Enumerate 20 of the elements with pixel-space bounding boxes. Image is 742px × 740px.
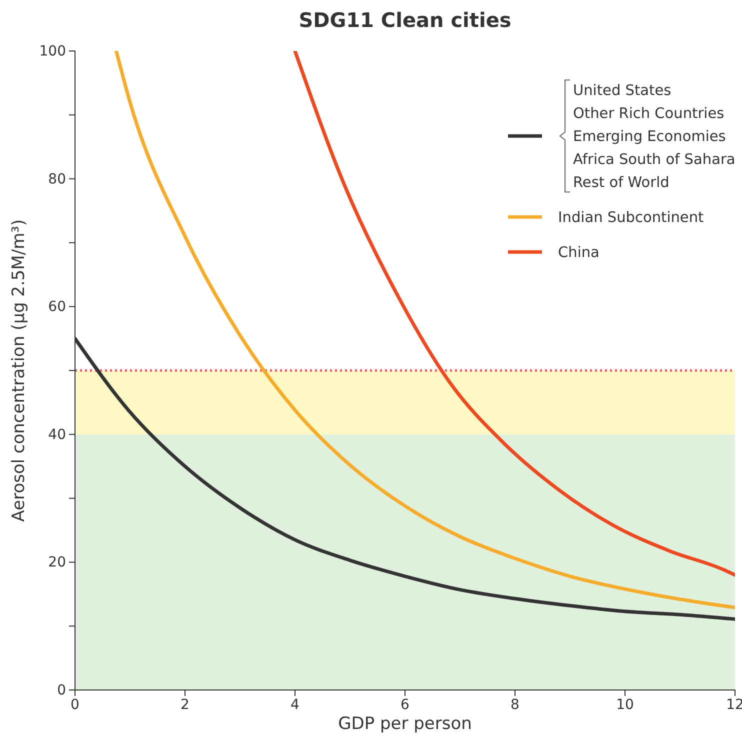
x-tick-label: 6 [400, 696, 410, 713]
x-axis-title: GDP per person [338, 714, 472, 734]
legend-label: Indian Subcontinent [558, 210, 704, 226]
legend-label: United States Other Rich Countries Emerging Economies Africa South of Sahara Rest of World [573, 83, 736, 191]
x-tick-label: 8 [510, 696, 520, 713]
y-tick-label: 80 [48, 171, 66, 188]
y-tick-label: 60 [48, 299, 66, 316]
x-tick-label: 10 [616, 696, 634, 713]
y-tick-label: 20 [48, 554, 66, 571]
y-tick-label: 0 [57, 682, 66, 698]
legend-label: China [558, 245, 600, 261]
y-axis-title: Aerosol concentration (µg 2.5M/m³) [9, 219, 29, 522]
y-tick-label: 40 [48, 426, 66, 443]
x-tick-label: 4 [290, 696, 300, 713]
line-series [114, 51, 735, 610]
chart-title: SDG11 Clean cities [298, 8, 512, 32]
x-tick-label: 0 [70, 696, 80, 713]
y-tick-label: 100 [39, 43, 66, 60]
x-tick-label: 2 [180, 696, 190, 713]
line-series [293, 51, 735, 577]
